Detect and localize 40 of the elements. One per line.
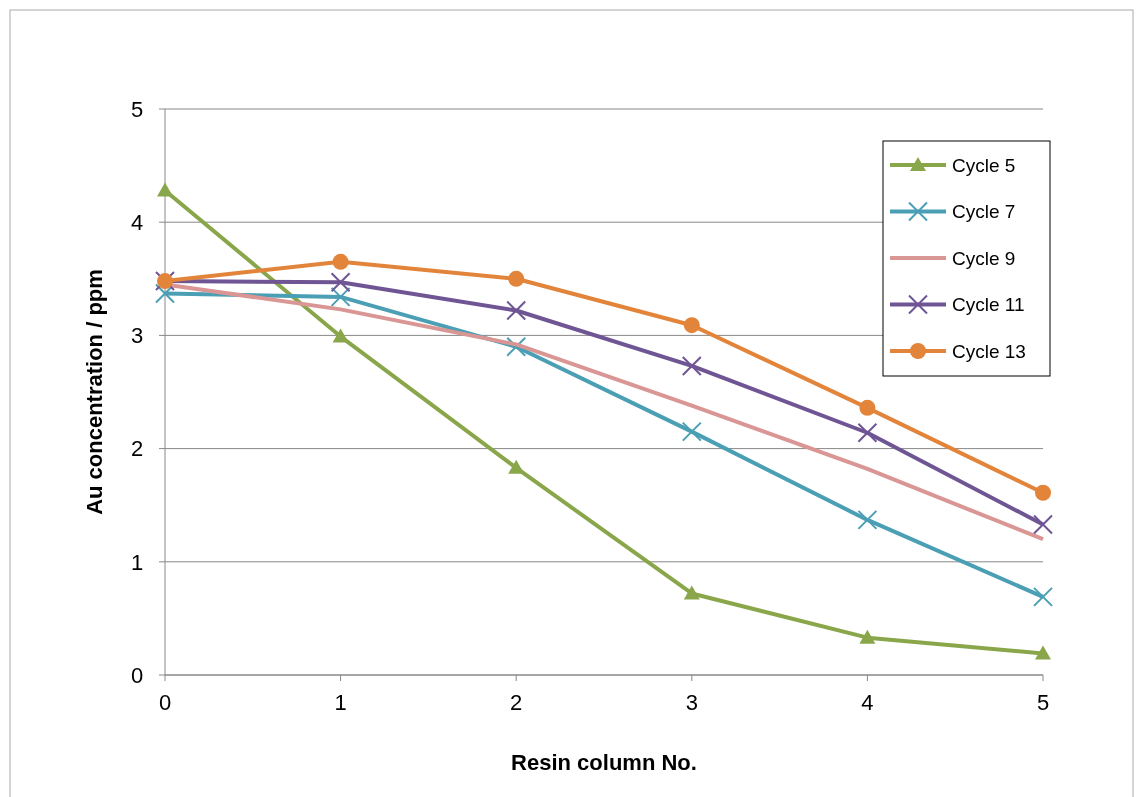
x-tick-label: 1	[334, 690, 347, 715]
point	[683, 585, 700, 600]
y-tick-label: 3	[130, 323, 144, 349]
point	[859, 399, 876, 416]
point	[857, 422, 878, 443]
legend-label: Cycle 13	[952, 340, 1026, 362]
point	[330, 286, 351, 307]
point	[1035, 645, 1051, 660]
y-tick-label: 0	[130, 662, 144, 688]
x-axis-title: Resin column No.	[511, 750, 697, 775]
legend-label: Cycle 7	[952, 201, 1016, 223]
y-tick-label: 2	[130, 436, 144, 462]
point	[157, 182, 173, 197]
x-tick-label: 4	[861, 690, 874, 715]
point	[330, 272, 351, 293]
point	[332, 328, 349, 343]
point	[857, 509, 878, 530]
point	[1033, 586, 1053, 607]
point	[683, 317, 700, 334]
y-axis-title: Au concentration / ppm	[82, 269, 107, 515]
y-tick-label: 5	[130, 96, 144, 122]
x-tick-label: 5	[1036, 690, 1050, 715]
x-tick-label: 3	[685, 690, 698, 715]
legend-label: Cycle 5	[952, 154, 1016, 176]
x-tick-label: 2	[510, 690, 523, 715]
point	[508, 270, 525, 287]
point	[859, 629, 876, 644]
legend-label: Cycle 9	[952, 247, 1016, 269]
legend-label: Cycle 11	[952, 294, 1025, 316]
point	[155, 283, 175, 304]
point	[1033, 514, 1053, 535]
point	[332, 253, 349, 270]
point	[506, 336, 527, 357]
point	[1035, 484, 1051, 501]
y-tick-label: 4	[130, 209, 144, 235]
point	[681, 355, 702, 376]
point	[506, 300, 527, 321]
point	[681, 421, 702, 442]
x-tick-label: 0	[158, 690, 172, 715]
y-tick-label: 1	[130, 549, 144, 575]
